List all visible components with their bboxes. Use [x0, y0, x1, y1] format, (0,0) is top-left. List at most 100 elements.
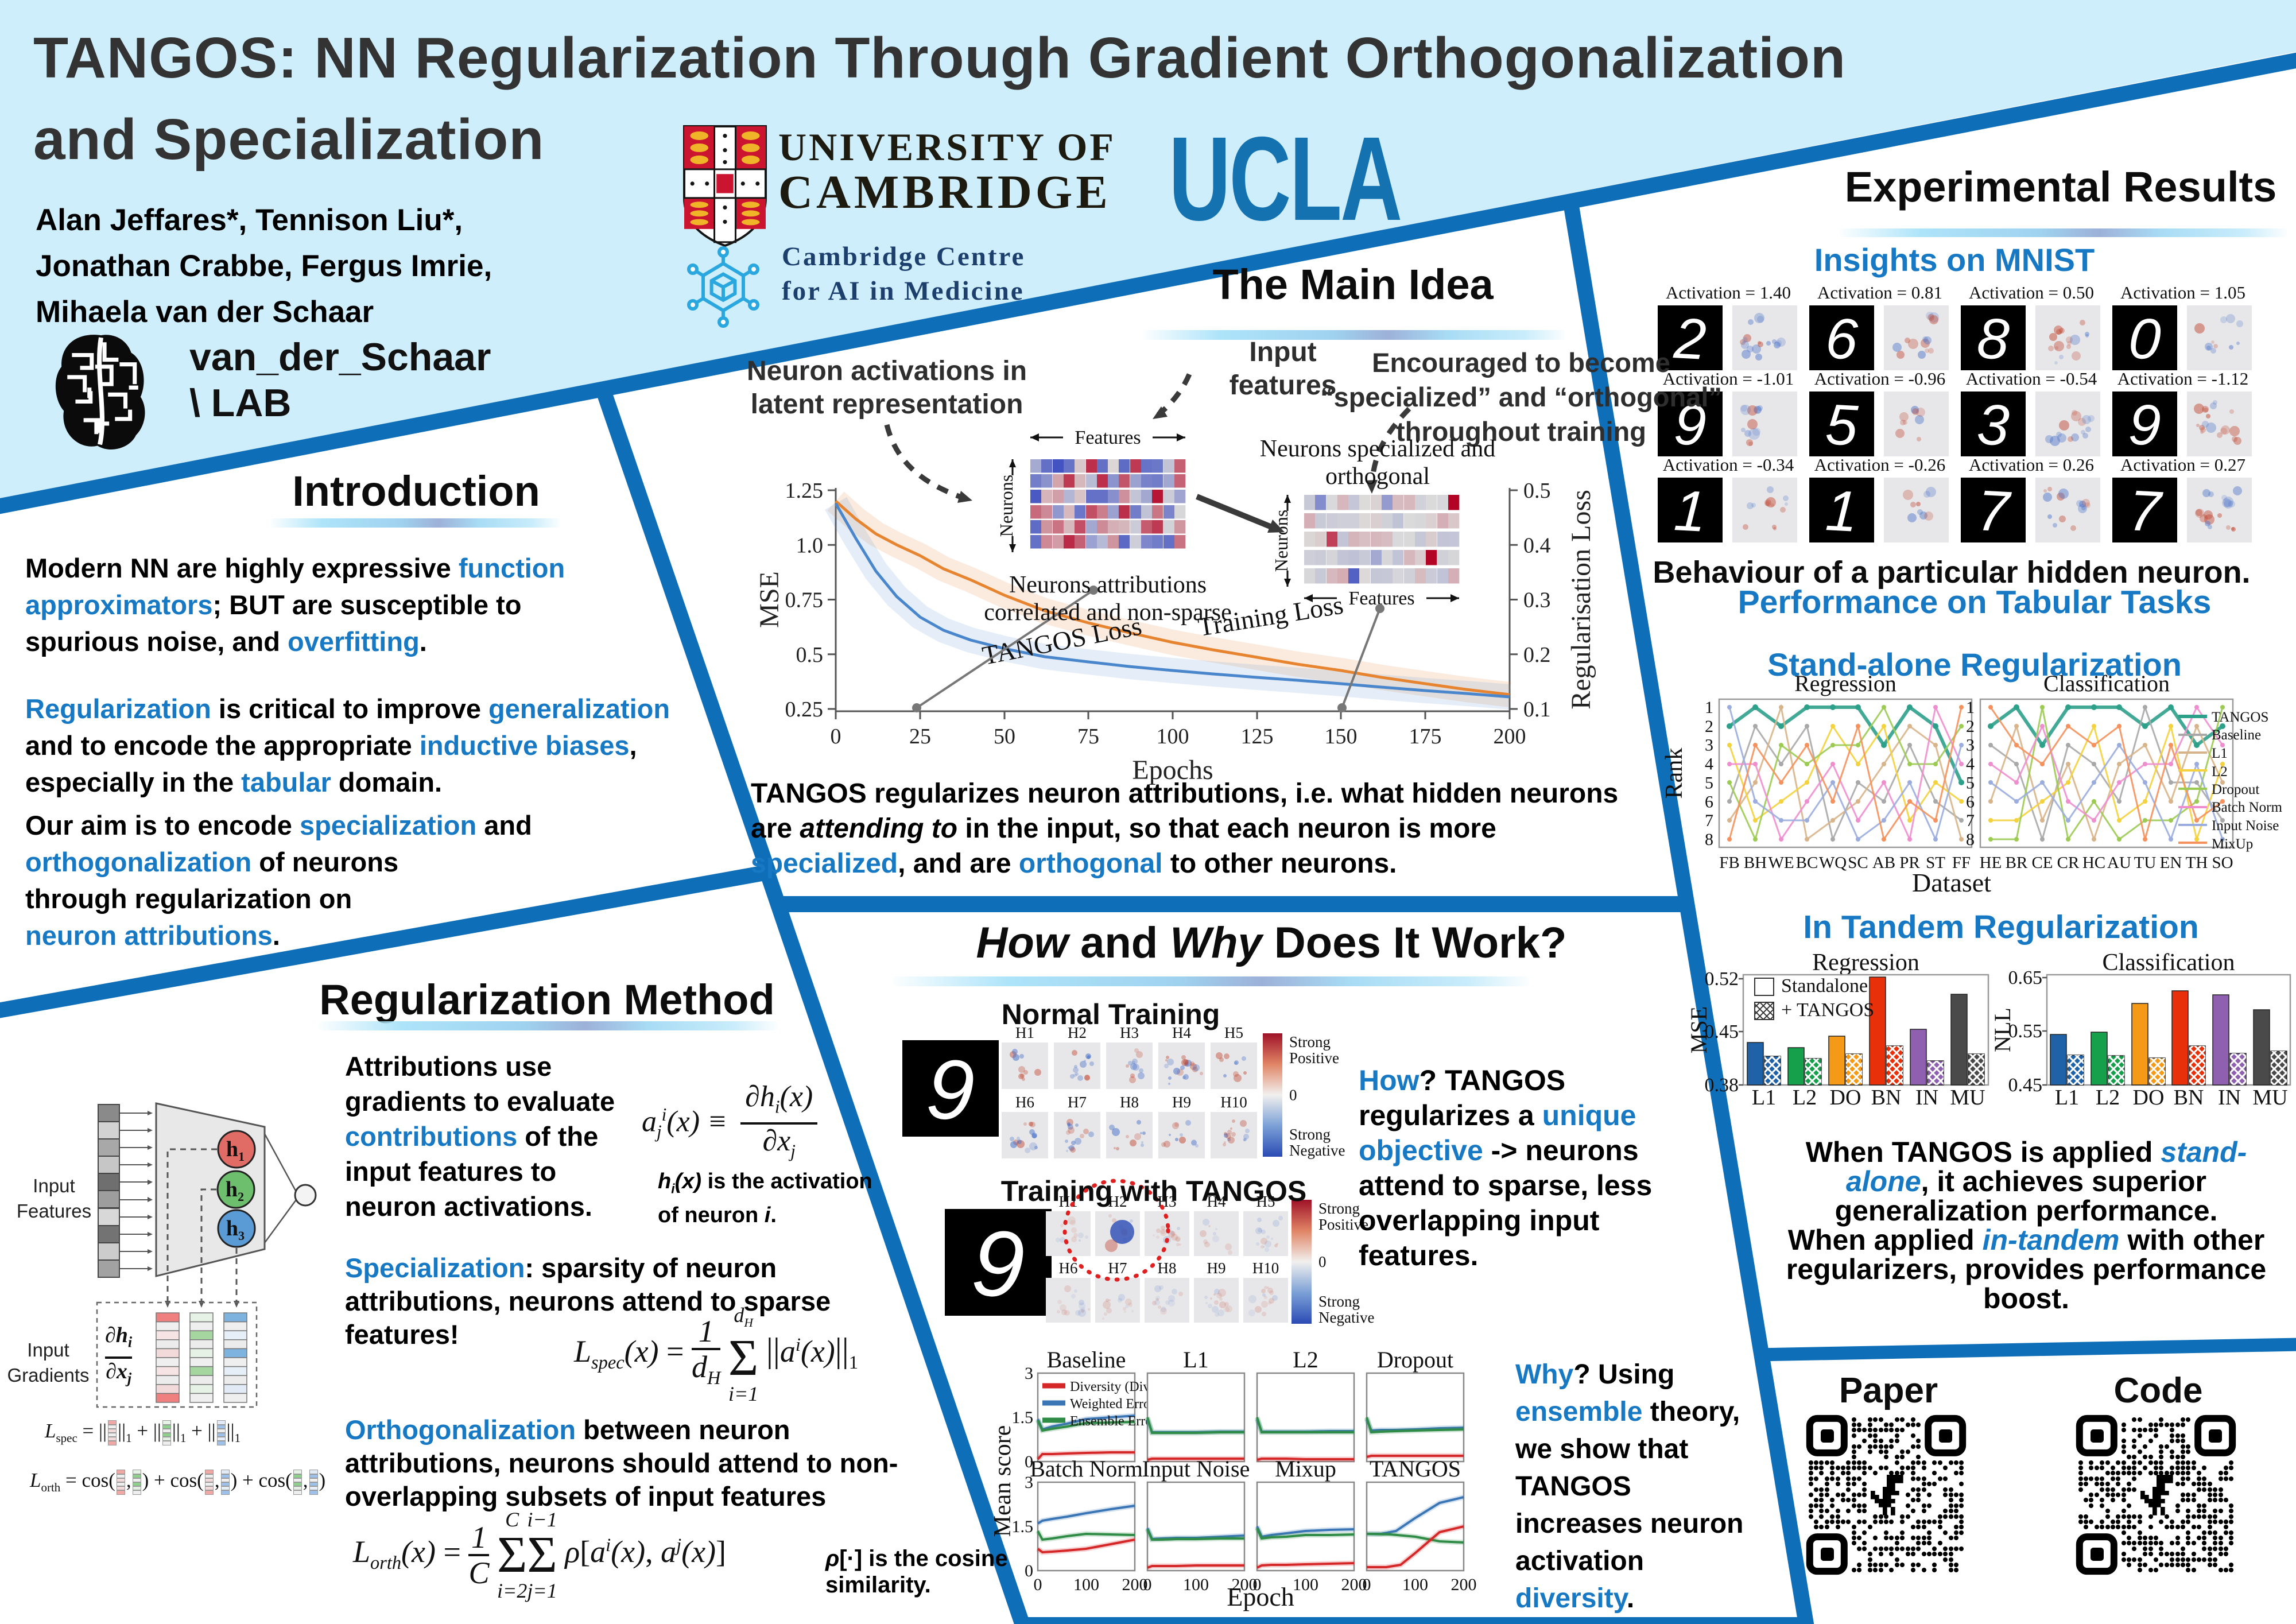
svg-text:DO: DO [2133, 1086, 2165, 1110]
svg-text:H9: H9 [1172, 1094, 1191, 1111]
svg-text:MSE: MSE [754, 571, 785, 628]
svg-text:WQ: WQ [1819, 854, 1847, 872]
svg-text:Input Noise: Input Noise [2212, 818, 2279, 834]
svg-text:7: 7 [2127, 478, 2165, 544]
svg-text:H2: H2 [1068, 1024, 1087, 1041]
svg-text:175: 175 [1409, 724, 1442, 749]
svg-text:0.3: 0.3 [1523, 588, 1551, 613]
svg-text:1.5: 1.5 [1012, 1408, 1034, 1427]
svg-text:0.5: 0.5 [796, 643, 824, 667]
svg-text:AU: AU [2107, 854, 2131, 872]
svg-text:7: 7 [1705, 811, 1713, 830]
svg-text:MU: MU [2252, 1086, 2287, 1110]
svg-text:Features: Features [1075, 427, 1141, 448]
svg-text:25: 25 [909, 724, 931, 749]
svg-text:H8: H8 [1120, 1094, 1139, 1111]
svg-text:+ TANGOS: + TANGOS [1781, 999, 1874, 1021]
svg-text:100: 100 [1157, 724, 1189, 749]
svg-text:3: 3 [1705, 736, 1713, 755]
svg-text:0.45: 0.45 [2008, 1075, 2043, 1096]
svg-text:0: 0 [2127, 306, 2162, 372]
svg-text:Activation = -0.96: Activation = -0.96 [1814, 369, 1945, 389]
svg-text:Diversity (Div): Diversity (Div) [1070, 1379, 1154, 1394]
svg-text:1.25: 1.25 [785, 479, 824, 503]
svg-text:H9: H9 [1207, 1259, 1226, 1277]
svg-text:H7: H7 [1108, 1259, 1127, 1277]
svg-text:1: 1 [1966, 698, 1975, 717]
svg-text:Regression: Regression [1812, 949, 1919, 976]
svg-text:3: 3 [1025, 1473, 1033, 1492]
svg-text:0: 0 [1143, 1575, 1152, 1594]
svg-text:1.5: 1.5 [1012, 1517, 1034, 1536]
svg-text:100: 100 [1402, 1575, 1428, 1594]
svg-text:Activation = -0.54: Activation = -0.54 [1966, 369, 2097, 389]
svg-text:IN: IN [1915, 1086, 1938, 1110]
svg-text:0: 0 [1289, 1087, 1297, 1104]
svg-text:Epoch: Epoch [1227, 1582, 1294, 1611]
svg-text:0: 0 [1253, 1575, 1262, 1594]
svg-text:0.52: 0.52 [1705, 968, 1739, 990]
svg-text:75: 75 [1077, 724, 1099, 749]
svg-text:NLL: NLL [1989, 1007, 2015, 1052]
svg-text:Strong: Strong [1318, 1293, 1360, 1310]
svg-text:H8: H8 [1158, 1259, 1177, 1277]
svg-text:6: 6 [1966, 792, 1975, 811]
svg-text:Activation = 1.40: Activation = 1.40 [1666, 282, 1791, 303]
svg-text:0.38: 0.38 [1705, 1075, 1739, 1096]
svg-text:MSE: MSE [1686, 1006, 1712, 1053]
svg-text:Positive: Positive [1318, 1216, 1368, 1233]
svg-text:0.75: 0.75 [785, 588, 824, 613]
svg-text:HE: HE [1980, 854, 2002, 872]
svg-text:L2: L2 [1793, 1086, 1817, 1110]
svg-text:Activation = 1.05: Activation = 1.05 [2120, 282, 2245, 303]
svg-text:TANGOS: TANGOS [1370, 1456, 1461, 1482]
svg-text:3: 3 [1976, 392, 2011, 458]
svg-text:Activation = 0.50: Activation = 0.50 [1969, 282, 2094, 303]
svg-text:Dataset: Dataset [1912, 868, 1991, 897]
svg-text:0: 0 [1025, 1561, 1033, 1580]
svg-text:Dropout: Dropout [1377, 1347, 1453, 1373]
svg-text:4: 4 [1966, 755, 1975, 774]
svg-text:SC: SC [1848, 854, 1868, 872]
svg-text:SO: SO [2212, 854, 2233, 872]
svg-text:125: 125 [1241, 724, 1274, 749]
svg-text:H6: H6 [1059, 1259, 1078, 1277]
svg-text:5: 5 [1705, 773, 1713, 792]
svg-text:150: 150 [1325, 724, 1358, 749]
svg-text:H1: H1 [1015, 1024, 1034, 1041]
svg-text:0.65: 0.65 [2008, 967, 2043, 989]
svg-text:1: 1 [1673, 478, 1708, 544]
svg-text:Rank: Rank [1661, 748, 1688, 799]
svg-text:Baseline: Baseline [2212, 727, 2261, 743]
svg-text:H7: H7 [1068, 1094, 1087, 1111]
svg-text:5: 5 [1824, 392, 1860, 458]
svg-text:0.25: 0.25 [785, 697, 824, 722]
svg-text:0: 0 [1318, 1253, 1327, 1270]
svg-text:Mixup: Mixup [1275, 1456, 1336, 1482]
svg-text:L2: L2 [2096, 1086, 2120, 1110]
svg-text:L2: L2 [2212, 764, 2228, 780]
svg-text:9: 9 [2127, 392, 2162, 458]
svg-text:0: 0 [1034, 1575, 1042, 1594]
svg-text:7: 7 [1966, 811, 1975, 830]
svg-text:3: 3 [1025, 1364, 1033, 1383]
svg-text:2: 2 [1672, 306, 1708, 372]
svg-text:H10: H10 [1252, 1259, 1279, 1277]
svg-text:H10: H10 [1220, 1094, 1247, 1111]
svg-text:Regularisation Loss: Regularisation Loss [1566, 490, 1596, 710]
svg-text:PR: PR [1899, 854, 1920, 872]
svg-text:L2: L2 [1293, 1347, 1318, 1373]
svg-text:6: 6 [1824, 306, 1860, 372]
svg-text:Input Noise: Input Noise [1142, 1456, 1250, 1482]
svg-text:3: 3 [1966, 736, 1975, 755]
svg-text:Standalone: Standalone [1781, 975, 1868, 997]
svg-text:BN: BN [2174, 1086, 2204, 1110]
svg-text:IN: IN [2218, 1086, 2241, 1110]
svg-text:Activation = -0.26: Activation = -0.26 [1814, 455, 1945, 475]
svg-text:2: 2 [1966, 717, 1975, 736]
svg-text:CR: CR [2057, 854, 2080, 872]
svg-text:Classification: Classification [2043, 670, 2170, 696]
svg-text:BH: BH [1744, 854, 1767, 872]
svg-text:EN: EN [2160, 854, 2182, 872]
svg-text:H5: H5 [1224, 1024, 1243, 1041]
